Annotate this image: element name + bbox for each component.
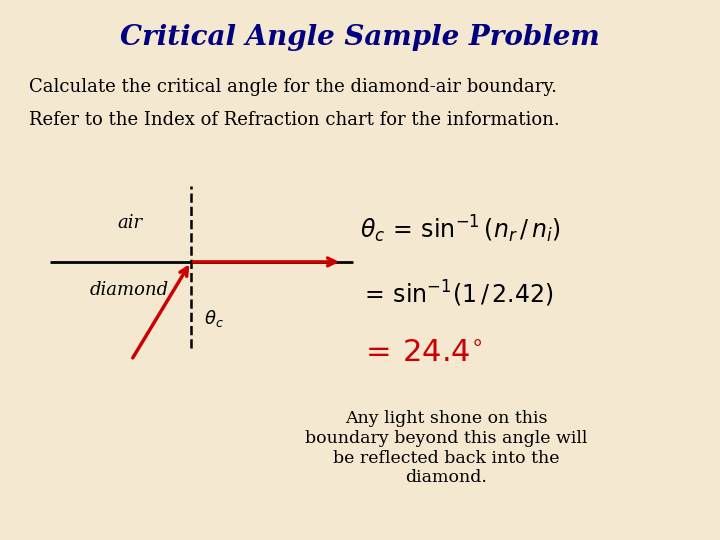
- Text: $\theta_c$: $\theta_c$: [204, 308, 223, 329]
- Text: $=\,24.4^{\circ}$: $=\,24.4^{\circ}$: [360, 339, 482, 368]
- Text: diamond: diamond: [90, 281, 169, 299]
- Text: $=\,\mathrm{sin}^{-1}\left(1\,/\,2.42\right)$: $=\,\mathrm{sin}^{-1}\left(1\,/\,2.42\ri…: [360, 279, 554, 309]
- Text: Refer to the Index of Refraction chart for the information.: Refer to the Index of Refraction chart f…: [29, 111, 559, 129]
- Text: Any light shone on this
boundary beyond this angle will
be reflected back into t: Any light shone on this boundary beyond …: [305, 410, 588, 486]
- Text: air: air: [117, 214, 142, 232]
- Text: Calculate the critical angle for the diamond-air boundary.: Calculate the critical angle for the dia…: [29, 78, 557, 96]
- Text: $\theta_c\,=\,\mathrm{sin}^{-1}\,\left(n_r\,/\,n_i\right)$: $\theta_c\,=\,\mathrm{sin}^{-1}\,\left(n…: [360, 214, 561, 245]
- Text: Critical Angle Sample Problem: Critical Angle Sample Problem: [120, 24, 600, 51]
